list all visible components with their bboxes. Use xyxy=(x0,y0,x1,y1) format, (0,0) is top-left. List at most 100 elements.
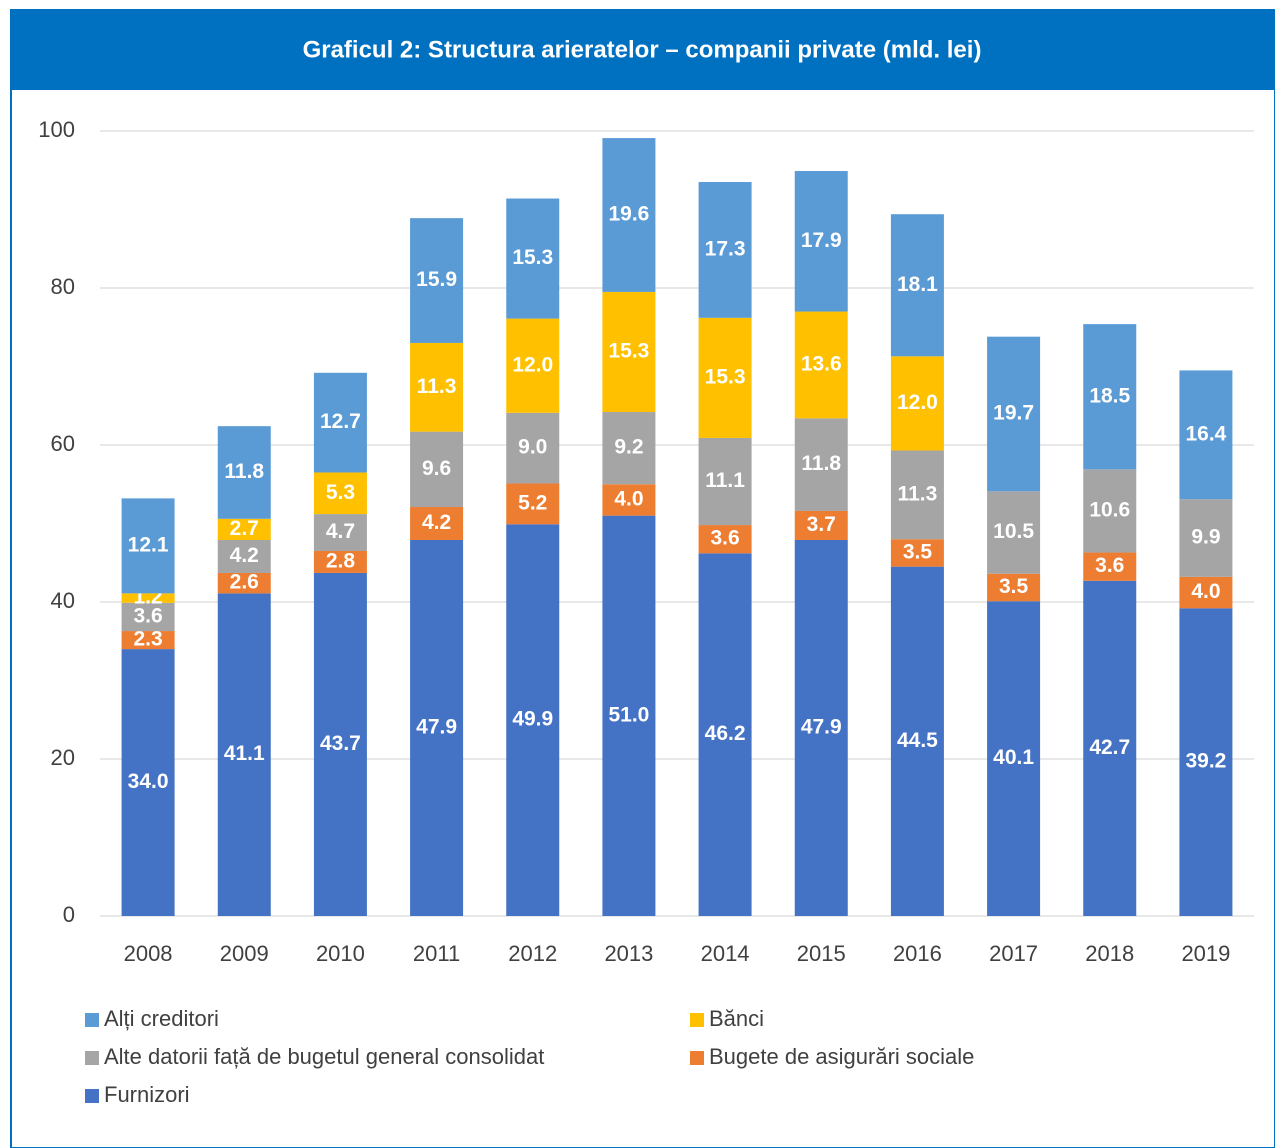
bar-segment xyxy=(602,291,656,413)
bar-segment xyxy=(890,214,944,357)
bar-segment xyxy=(121,631,175,650)
bar-segment xyxy=(1179,370,1233,500)
bar-segment xyxy=(602,484,656,516)
data-label: 9.6 xyxy=(422,457,451,480)
bar-segment xyxy=(410,218,464,343)
x-tick-label: 2012 xyxy=(508,941,557,966)
x-tick-label: 2013 xyxy=(604,941,653,966)
data-label: 47.9 xyxy=(801,716,842,739)
bar-segment xyxy=(890,566,944,916)
legend-swatch xyxy=(85,1089,99,1103)
data-label: 10.6 xyxy=(1089,498,1130,521)
data-label: 11.3 xyxy=(898,482,938,505)
legend-label: Bugete de asigurări sociale xyxy=(709,1044,974,1069)
bar-segment xyxy=(890,356,944,451)
data-label: 41.1 xyxy=(224,742,265,765)
bar-segment xyxy=(410,507,464,540)
bar-segment xyxy=(698,553,752,916)
data-label: 11.8 xyxy=(224,460,264,483)
data-label: 12.1 xyxy=(128,533,169,556)
bar-segment xyxy=(313,372,367,473)
bar-segment xyxy=(987,491,1041,574)
bar-segment xyxy=(313,572,367,916)
data-label: 4.2 xyxy=(230,544,259,567)
bar-segment xyxy=(794,418,848,511)
y-tick-label: 40 xyxy=(51,588,75,613)
bar-segment xyxy=(794,510,848,540)
legend-swatch xyxy=(690,1051,704,1065)
bar-segment xyxy=(121,649,175,916)
bar-segment xyxy=(987,573,1041,602)
data-label: 3.6 xyxy=(710,527,739,550)
bar-segment xyxy=(987,336,1041,492)
data-label: 40.1 xyxy=(993,746,1034,769)
chart-title: Graficul 2: Structura arieratelor – comp… xyxy=(303,36,982,63)
bar-segment xyxy=(410,431,464,508)
bar-segment xyxy=(794,311,848,419)
bar-segment xyxy=(410,342,464,432)
data-label: 39.2 xyxy=(1185,750,1226,773)
x-tick-label: 2014 xyxy=(701,941,750,966)
data-label: 5.2 xyxy=(518,491,547,514)
x-tick-label: 2017 xyxy=(989,941,1038,966)
data-label: 18.1 xyxy=(897,273,938,296)
data-label: 9.2 xyxy=(614,436,643,459)
data-label: 34.0 xyxy=(128,770,169,793)
data-label: 46.2 xyxy=(705,722,746,745)
bar-segment xyxy=(313,472,367,515)
x-tick-label: 2010 xyxy=(316,941,365,966)
bar-segment xyxy=(217,593,271,916)
data-label: 51.0 xyxy=(608,703,649,726)
bar-segment xyxy=(121,593,175,603)
bar-segment xyxy=(217,572,271,594)
bar-segment xyxy=(1083,469,1137,553)
bar-segment xyxy=(1179,499,1233,577)
data-label: 3.6 xyxy=(1095,554,1124,577)
data-label: 9.9 xyxy=(1191,526,1220,549)
title-bar xyxy=(10,10,1275,90)
data-label: 16.4 xyxy=(1185,422,1226,445)
x-tick-label: 2019 xyxy=(1181,941,1230,966)
data-label: 3.5 xyxy=(999,575,1029,598)
bar-segment xyxy=(1179,608,1233,916)
data-label: 17.3 xyxy=(705,237,746,260)
bar-segment xyxy=(698,317,752,438)
data-label: 4.0 xyxy=(614,487,643,510)
bar-segment xyxy=(890,539,944,567)
bar-segment xyxy=(1083,580,1137,916)
data-label: 19.6 xyxy=(608,203,649,226)
bar-segment xyxy=(121,498,175,594)
data-label: 3.5 xyxy=(903,540,933,563)
data-label: 5.3 xyxy=(326,481,355,504)
x-tick-label: 2011 xyxy=(413,941,460,966)
data-label: 4.0 xyxy=(1191,580,1220,603)
data-label: 17.9 xyxy=(801,229,842,252)
legend-swatch xyxy=(85,1051,99,1065)
data-label: 42.7 xyxy=(1089,736,1130,759)
data-label: 11.3 xyxy=(417,375,457,398)
data-label: 3.6 xyxy=(133,604,162,627)
bar-segment xyxy=(1179,576,1233,609)
data-label: 2.8 xyxy=(326,550,356,573)
data-label: 49.9 xyxy=(512,708,553,731)
bar-segment xyxy=(217,539,271,573)
x-tick-label: 2018 xyxy=(1085,941,1134,966)
bar-segment xyxy=(217,518,271,540)
bar-segment xyxy=(313,514,367,551)
bar-segment xyxy=(602,138,656,292)
data-label: 2.3 xyxy=(133,628,162,651)
bar-segment xyxy=(890,450,944,540)
bar-segment xyxy=(506,483,560,525)
bar-segment xyxy=(506,318,560,413)
bar-segment xyxy=(1083,552,1137,581)
y-tick-label: 0 xyxy=(63,902,75,927)
bar-segment xyxy=(794,539,848,916)
data-label: 2.7 xyxy=(230,517,259,540)
y-tick-label: 100 xyxy=(38,117,75,142)
bar-segment xyxy=(602,515,656,916)
data-label: 19.7 xyxy=(993,402,1034,425)
data-label: 3.7 xyxy=(807,513,836,536)
data-label: 15.3 xyxy=(608,340,649,363)
